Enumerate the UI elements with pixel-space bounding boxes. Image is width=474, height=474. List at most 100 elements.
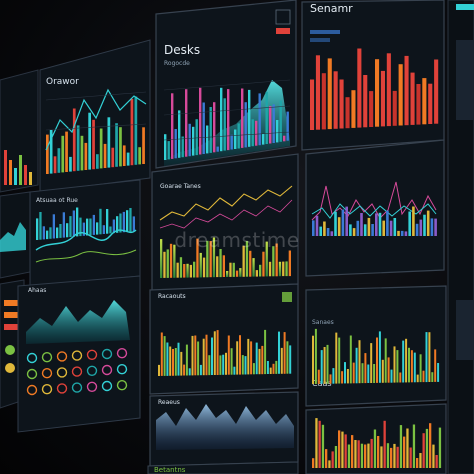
center-mid-bars-mark	[212, 237, 216, 278]
center-top-bars-mark	[265, 91, 268, 144]
right-lower-bars-mark	[380, 446, 383, 468]
right-bottom-bars-mark	[422, 370, 425, 383]
right-bottom-bars-mark	[378, 331, 381, 383]
dial-icon	[101, 348, 113, 360]
center-mid-bars-mark	[229, 262, 232, 277]
right-top-bars-mark	[315, 55, 320, 130]
left-mid-bars-mark	[99, 208, 102, 235]
dial-icon	[41, 368, 53, 379]
center-bottom-bars-mark	[233, 366, 236, 375]
right-lower-bars-mark	[347, 444, 351, 468]
right-lower-bars-mark	[334, 446, 338, 468]
center-mid-bars-mark	[206, 240, 209, 278]
right-bottom-bars-mark	[396, 350, 399, 383]
screen-center-top-subtitle: Rogocde	[164, 60, 190, 67]
right-lower-bars-mark	[419, 453, 422, 468]
center-mid-bars-mark	[249, 250, 252, 277]
right-mid-bars-mark	[386, 210, 389, 236]
center-top-bars-mark	[174, 129, 177, 159]
center-top-bars-mark	[262, 133, 265, 145]
center-top-bars-mark	[223, 98, 226, 151]
center-bottom-bars-mark	[252, 363, 255, 375]
right-top-bars-mark	[428, 83, 433, 124]
center-mid-bars-mark	[193, 261, 196, 278]
right-top-bars-mark	[392, 90, 397, 126]
right-lower-bars-mark	[409, 447, 412, 468]
dial-icon	[56, 367, 68, 378]
right-mid-bars-mark	[393, 218, 397, 236]
center-mid-bars-mark	[199, 252, 202, 278]
center-bottom-bars-mark	[255, 342, 258, 375]
center-top-bars-mark	[258, 93, 261, 146]
right-mid-bars-mark	[367, 217, 371, 236]
center-bottom-bars-mark	[160, 332, 163, 376]
right-top-bars-mark	[398, 64, 403, 126]
right-mid-bars-mark	[323, 221, 326, 236]
center-top-bars-mark	[272, 104, 275, 143]
screen-right-bottom: Sanaes Caas	[305, 285, 447, 407]
center-bottom-bars-mark	[283, 332, 286, 374]
left-mid-bars-mark	[46, 230, 49, 240]
center-top-bars-mark	[241, 88, 244, 148]
right-bottom-bars-mark	[341, 371, 344, 384]
center-top-bars-mark	[192, 126, 195, 156]
screen-center-footer: Betantns	[147, 461, 299, 474]
right-lower-bars-mark	[377, 436, 380, 468]
right-bottom-bars-mark	[326, 344, 329, 384]
screen-left-bottom-title: Ahaas	[28, 287, 46, 294]
center-top-bars-mark	[195, 119, 198, 156]
left-mid-bars-mark	[49, 227, 52, 239]
center-bottom-bars-mark	[188, 368, 191, 376]
right-top-bars-mark	[345, 97, 350, 129]
center-bottom-bars-mark	[236, 341, 239, 375]
right-top-bars-mark	[369, 91, 374, 127]
left-top-bars-mark	[115, 123, 118, 167]
center-mid-bars-mark	[235, 270, 239, 277]
dial-icon	[71, 366, 83, 377]
center-top-bars-mark	[188, 123, 191, 157]
dial-icon	[56, 351, 68, 362]
right-top-bars-mark	[375, 59, 380, 127]
right-lower-bars-mark	[373, 429, 377, 468]
left-top-bars-mark	[126, 152, 130, 166]
center-bottom-bars-mark	[219, 355, 222, 375]
right-bottom-bars-mark	[408, 347, 410, 383]
center-bottom-bars-mark	[163, 336, 166, 376]
center-mid-bars-mark	[160, 239, 163, 278]
center-mid-bars-mark	[278, 261, 282, 277]
right-mid-bars-mark	[371, 224, 374, 236]
center-mid-bars-mark	[282, 261, 285, 277]
center-bottom-bars-mark	[213, 331, 216, 375]
left-mid-bars-mark	[62, 212, 65, 238]
dial-icon	[116, 348, 128, 359]
right-top-bars-mark	[410, 72, 415, 125]
screen-left-mid-title: Atsuaa ot Rue	[36, 197, 78, 204]
right-mid-bars-mark	[363, 224, 367, 236]
center-bottom-bars-mark	[272, 363, 275, 374]
right-mid-bars-mark	[378, 212, 382, 236]
screen-far-left-top	[0, 69, 39, 193]
center-bottom-bars-mark	[166, 342, 169, 376]
screen-center-top-title: Desks	[164, 43, 200, 57]
right-bottom-bars-mark	[402, 340, 405, 383]
left-top-bars-mark	[84, 142, 88, 170]
right-bottom-bars-mark	[399, 372, 402, 383]
right-bottom-bars-mark	[419, 354, 422, 383]
dial-icon	[71, 382, 83, 393]
center-bottom-bars-mark	[280, 347, 283, 374]
left-mid-bars-mark	[129, 208, 132, 232]
right-bottom-bars-mark	[390, 369, 393, 383]
left-mid-bars-mark	[86, 218, 89, 236]
screen-left-top-title: Orawor	[46, 77, 79, 87]
center-mid-bars-mark	[169, 243, 173, 278]
center-top-bars-mark	[248, 89, 251, 147]
right-top-bars-mark	[386, 53, 391, 127]
right-lower-bars-mark	[435, 455, 438, 468]
right-top-bars-mark	[351, 90, 356, 128]
left-top-bars-mark	[65, 131, 68, 172]
dial-icon	[101, 364, 113, 376]
center-mid-bars-mark	[268, 261, 272, 277]
right-bottom-bars-mark	[352, 362, 355, 384]
left-top-bars-mark	[76, 125, 80, 171]
right-lower-bars-mark	[328, 460, 331, 468]
